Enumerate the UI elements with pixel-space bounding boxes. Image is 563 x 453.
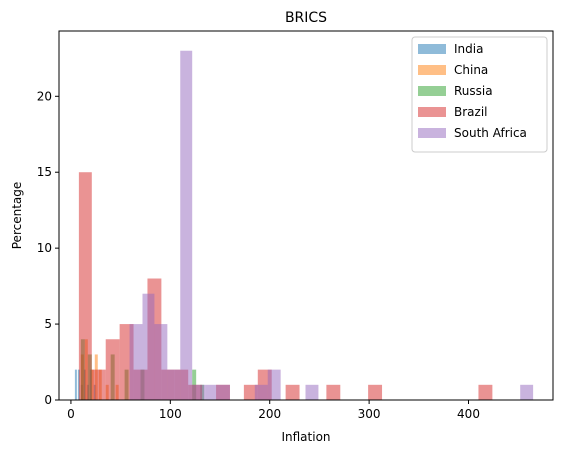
bars-layer bbox=[74, 50, 534, 400]
histogram-bar bbox=[91, 369, 106, 400]
chart-title: BRICS bbox=[285, 10, 327, 26]
y-tick-label: 5 bbox=[44, 317, 52, 331]
legend-label: South Africa bbox=[454, 126, 527, 140]
histogram-bar bbox=[167, 369, 181, 400]
histogram-bar bbox=[78, 172, 92, 400]
series-south-africa bbox=[129, 50, 534, 400]
histogram-bar bbox=[192, 384, 206, 400]
histogram-bar bbox=[129, 324, 143, 400]
histogram-bar bbox=[267, 369, 281, 400]
histogram-bar bbox=[180, 50, 193, 400]
y-axis-label: Percentage bbox=[10, 182, 24, 250]
histogram-bar bbox=[520, 384, 534, 400]
x-tick-label: 0 bbox=[67, 407, 75, 421]
x-tick-label: 100 bbox=[159, 407, 182, 421]
histogram-bar bbox=[217, 384, 230, 400]
x-axis-label: Inflation bbox=[281, 430, 330, 444]
histogram-bar bbox=[74, 369, 77, 400]
y-axis: 0 5 10 15 20 bbox=[37, 89, 59, 407]
histogram-bar bbox=[254, 384, 268, 400]
legend-label: Brazil bbox=[454, 105, 488, 119]
histogram-bar bbox=[154, 324, 168, 400]
y-tick-label: 0 bbox=[44, 393, 52, 407]
x-tick-label: 400 bbox=[457, 407, 480, 421]
legend: India China Russia Brazil South Africa bbox=[411, 36, 548, 153]
legend-label: Russia bbox=[454, 84, 493, 98]
histogram-bar bbox=[326, 384, 341, 400]
histogram-bar bbox=[243, 384, 258, 400]
y-tick-label: 20 bbox=[37, 89, 52, 103]
legend-swatch bbox=[418, 44, 446, 54]
histogram-bar bbox=[305, 384, 319, 400]
histogram-bar bbox=[285, 384, 300, 400]
legend-swatch bbox=[418, 65, 446, 75]
legend-label: China bbox=[454, 63, 488, 77]
histogram-bar bbox=[205, 384, 218, 400]
legend-swatch bbox=[418, 128, 446, 138]
histogram-bar bbox=[478, 384, 493, 400]
legend-swatch bbox=[418, 86, 446, 96]
histogram-bar bbox=[368, 384, 383, 400]
y-tick-label: 10 bbox=[37, 241, 52, 255]
histogram-bar bbox=[142, 293, 155, 400]
x-tick-label: 300 bbox=[358, 407, 381, 421]
y-tick-label: 15 bbox=[37, 165, 52, 179]
plot-frame bbox=[58, 30, 554, 401]
x-tick-label: 200 bbox=[258, 407, 281, 421]
legend-swatch bbox=[418, 107, 446, 117]
legend-label: India bbox=[454, 42, 483, 56]
x-axis: 0 100 200 300 400 bbox=[67, 400, 480, 421]
histogram-bar bbox=[105, 339, 120, 400]
